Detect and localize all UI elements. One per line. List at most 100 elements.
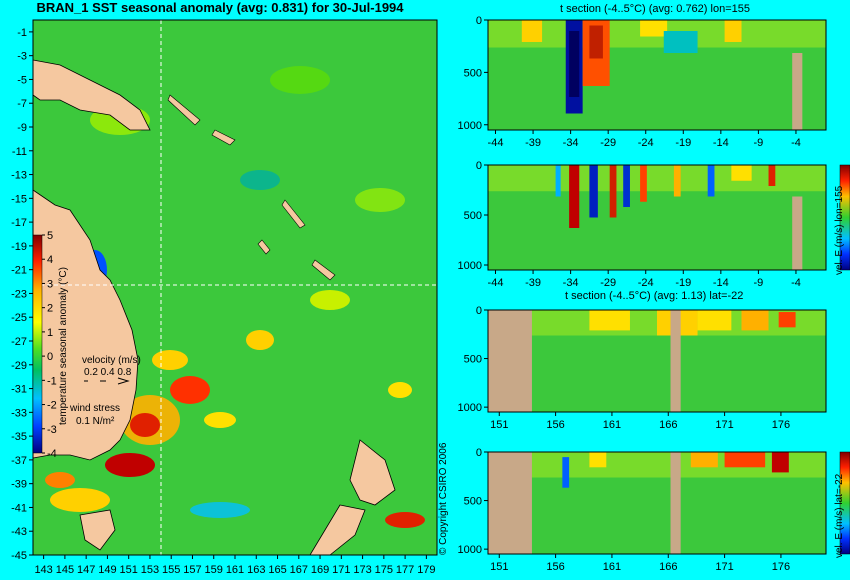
- panel1-title: t section (-4..5°C) (avg: 0.762) lon=155: [560, 3, 750, 15]
- section-x-tick: 176: [772, 419, 790, 431]
- colorbar-tick: 2: [47, 303, 53, 315]
- panel4-colorbar-label: vel. E (m/s) lat=-22: [834, 473, 845, 558]
- colorbar-tick: -4: [47, 448, 57, 460]
- map-y-tick: -9: [17, 122, 27, 134]
- section-y-tick: 1000: [458, 544, 482, 556]
- map-x-tick: 161: [226, 564, 244, 576]
- map-x-tick: 173: [353, 564, 371, 576]
- velocity-section-lon155: -44-39-34-29-24-19-14-9-4050010000.40.20…: [458, 160, 850, 289]
- map-y-tick: -31: [11, 384, 27, 396]
- colorbar-tick: -1: [47, 375, 57, 387]
- section-y-tick: 0: [476, 447, 482, 459]
- section-x-tick: -19: [675, 137, 691, 149]
- section-x-tick: 151: [490, 419, 508, 431]
- section-x-tick: 166: [659, 419, 677, 431]
- map-x-tick: 145: [56, 564, 74, 576]
- map-y-tick: -33: [11, 407, 27, 419]
- map-y-tick: -21: [11, 265, 27, 277]
- section-x-tick: -29: [600, 277, 616, 289]
- map-y-tick: -39: [11, 479, 27, 491]
- section-x-tick: -24: [638, 137, 654, 149]
- section-y-tick: 500: [464, 210, 482, 222]
- colorbar-tick: 4: [47, 254, 53, 266]
- velocity-section-lat22: 151156161166171176050010000.40.20-0.2-0.…: [458, 447, 850, 573]
- velocity-label: velocity (m/s): [82, 355, 141, 366]
- velocity-colorbar: [839, 164, 850, 271]
- map-x-tick: 165: [268, 564, 286, 576]
- png-land: [32, 59, 151, 131]
- section-x-tick: -39: [525, 277, 541, 289]
- colorbar-tick: 5: [47, 230, 53, 242]
- colorbar-label: temperature seasonal anomaly (°C): [58, 267, 69, 425]
- section-x-tick: 171: [715, 419, 733, 431]
- map-title: BRAN_1 SST seasonal anomaly (avg: 0.831)…: [36, 0, 404, 15]
- map-x-tick: 157: [183, 564, 201, 576]
- section-x-tick: 151: [490, 561, 508, 573]
- section-land: [488, 452, 532, 554]
- map-x-tick: 177: [396, 564, 414, 576]
- section-land: [670, 310, 681, 412]
- australia-land: [32, 189, 139, 461]
- map-y-tick: -1: [17, 27, 27, 39]
- section-x-tick: 156: [546, 561, 564, 573]
- colorbar-tick: 3: [47, 278, 53, 290]
- section-x-tick: -44: [488, 277, 504, 289]
- section-x-tick: 171: [715, 561, 733, 573]
- map-y-tick: -11: [12, 146, 27, 158]
- map-x-tick: 167: [290, 564, 308, 576]
- section-x-tick: -44: [488, 137, 504, 149]
- section-land: [792, 196, 803, 270]
- map-y-tick: -17: [11, 217, 27, 229]
- tasmania-land: [79, 509, 116, 551]
- new-zealand-land: [349, 439, 396, 506]
- map-x-tick: 171: [332, 564, 350, 576]
- panel2-colorbar-label: vel. E (m/s) lon=155: [834, 185, 845, 275]
- map-x-tick: 169: [311, 564, 329, 576]
- wind-stress-label: wind stress: [70, 403, 121, 414]
- section-x-tick: -14: [713, 137, 729, 149]
- colorbar-tick: 1: [47, 327, 53, 339]
- panel3-title: t section (-4..5°C) (avg: 1.13) lat=-22: [565, 290, 744, 302]
- section-y-tick: 0: [476, 15, 482, 27]
- colorbar-tick: -3: [47, 424, 57, 436]
- map-y-tick: -37: [11, 455, 27, 467]
- map-y-tick: -13: [11, 170, 27, 182]
- map-x-tick: 147: [77, 564, 95, 576]
- section-x-tick: -9: [754, 277, 764, 289]
- section-x-tick: -19: [675, 277, 691, 289]
- map-y-tick: -29: [11, 360, 27, 372]
- section-x-tick: 156: [546, 419, 564, 431]
- map-x-tick: 179: [417, 564, 435, 576]
- section-x-tick: 176: [772, 561, 790, 573]
- map-y-tick: -45: [11, 550, 27, 562]
- section-x-tick: -29: [600, 137, 616, 149]
- section-x-tick: -34: [563, 277, 579, 289]
- section-x-tick: -4: [791, 137, 801, 149]
- section-y-tick: 500: [464, 354, 482, 366]
- map-x-tick: 163: [247, 564, 265, 576]
- map-x-tick: 151: [120, 564, 138, 576]
- map-y-tick: -3: [17, 51, 27, 63]
- section-x-tick: -14: [713, 277, 729, 289]
- section-y-tick: 500: [464, 67, 482, 79]
- map-y-tick: -15: [11, 193, 27, 205]
- colorbar-tick: 0: [47, 351, 53, 363]
- map-x-tick: 175: [375, 564, 393, 576]
- section-y-tick: 0: [476, 305, 482, 317]
- map-y-tick: -5: [17, 74, 27, 86]
- map-x-tick: 155: [162, 564, 180, 576]
- section-y-tick: 0: [476, 160, 482, 172]
- map-y-tick: -35: [11, 431, 27, 443]
- map-y-tick: -43: [11, 526, 27, 538]
- map-x-tick: 149: [98, 564, 116, 576]
- temp-section-lat22: 151 156 161 166 171 176 0 500 1000: [458, 305, 827, 431]
- section-x-tick: -4: [791, 277, 801, 289]
- wind-stress-scale: 0.1 N/m²: [76, 416, 115, 427]
- section-y-tick: 1000: [458, 402, 482, 414]
- map-x-tick: 153: [141, 564, 159, 576]
- map-y-tick: -19: [11, 241, 27, 253]
- map-x-tick: 143: [34, 564, 52, 576]
- velocity-scale: 0.2 0.4 0.8: [84, 367, 132, 378]
- section-land: [488, 310, 532, 412]
- sst-colorbar: [32, 234, 43, 454]
